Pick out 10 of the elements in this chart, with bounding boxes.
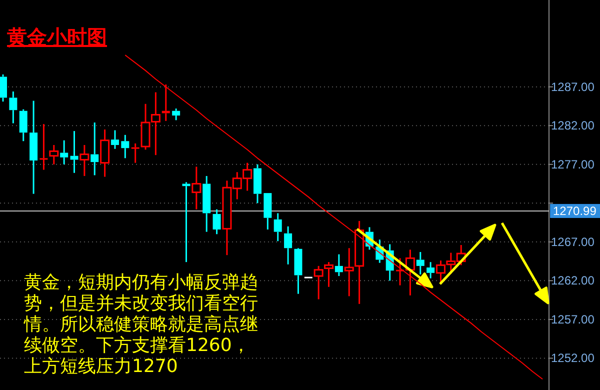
y-tick-label: 1262.00 xyxy=(551,274,595,288)
annotation: 黄金，短期内仍有小幅反弹趋势，但是并未改变我们看空行情。所以稳健策略就是高点继续做空。下方支撑看1260，上方短线压力1270 xyxy=(24,272,259,377)
y-tick-label: 1267.00 xyxy=(551,234,595,249)
y-tick-label: 1252.00 xyxy=(551,351,595,366)
y-tick-label: 1277.00 xyxy=(551,157,595,172)
y-tick-label: 1257.00 xyxy=(551,312,595,326)
y-tick-label: 1282.00 xyxy=(551,118,595,133)
y-tick-label: 1287.00 xyxy=(551,80,595,94)
ref-line-label: 1270.99 xyxy=(553,204,597,218)
text: 黄金小时图 xyxy=(7,24,107,51)
